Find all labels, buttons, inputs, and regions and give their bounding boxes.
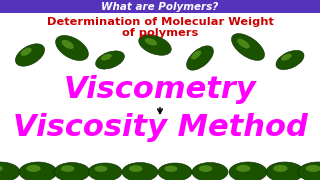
Ellipse shape bbox=[273, 165, 288, 172]
Ellipse shape bbox=[229, 162, 267, 180]
Ellipse shape bbox=[192, 163, 228, 180]
Ellipse shape bbox=[56, 35, 88, 60]
Ellipse shape bbox=[266, 162, 304, 180]
Ellipse shape bbox=[96, 51, 124, 69]
Ellipse shape bbox=[54, 163, 90, 180]
Ellipse shape bbox=[158, 163, 192, 180]
Text: Viscosity Method: Viscosity Method bbox=[12, 114, 308, 143]
Text: Viscometry: Viscometry bbox=[64, 75, 256, 105]
Ellipse shape bbox=[306, 165, 320, 172]
Ellipse shape bbox=[0, 165, 3, 172]
Bar bbox=[0, 0, 320, 13]
Ellipse shape bbox=[122, 163, 158, 180]
Ellipse shape bbox=[236, 165, 251, 172]
Ellipse shape bbox=[61, 165, 75, 172]
Ellipse shape bbox=[199, 165, 212, 172]
Ellipse shape bbox=[0, 162, 20, 180]
Ellipse shape bbox=[15, 44, 44, 66]
Ellipse shape bbox=[298, 162, 320, 180]
Ellipse shape bbox=[139, 35, 171, 55]
Ellipse shape bbox=[94, 166, 108, 172]
Text: What are Polymers?: What are Polymers? bbox=[101, 1, 219, 12]
Ellipse shape bbox=[88, 163, 122, 180]
Ellipse shape bbox=[129, 165, 142, 172]
Ellipse shape bbox=[237, 39, 250, 49]
Ellipse shape bbox=[21, 48, 32, 56]
Ellipse shape bbox=[276, 50, 304, 70]
Ellipse shape bbox=[164, 166, 177, 172]
Ellipse shape bbox=[26, 165, 41, 172]
Text: Determination of Molecular Weight: Determination of Molecular Weight bbox=[47, 17, 273, 27]
Ellipse shape bbox=[101, 54, 112, 60]
Ellipse shape bbox=[191, 50, 201, 59]
Ellipse shape bbox=[187, 46, 213, 70]
Ellipse shape bbox=[231, 34, 265, 60]
Ellipse shape bbox=[19, 162, 57, 180]
Text: of polymers: of polymers bbox=[122, 28, 198, 38]
Ellipse shape bbox=[61, 40, 74, 49]
Ellipse shape bbox=[145, 38, 157, 46]
Ellipse shape bbox=[281, 54, 292, 61]
